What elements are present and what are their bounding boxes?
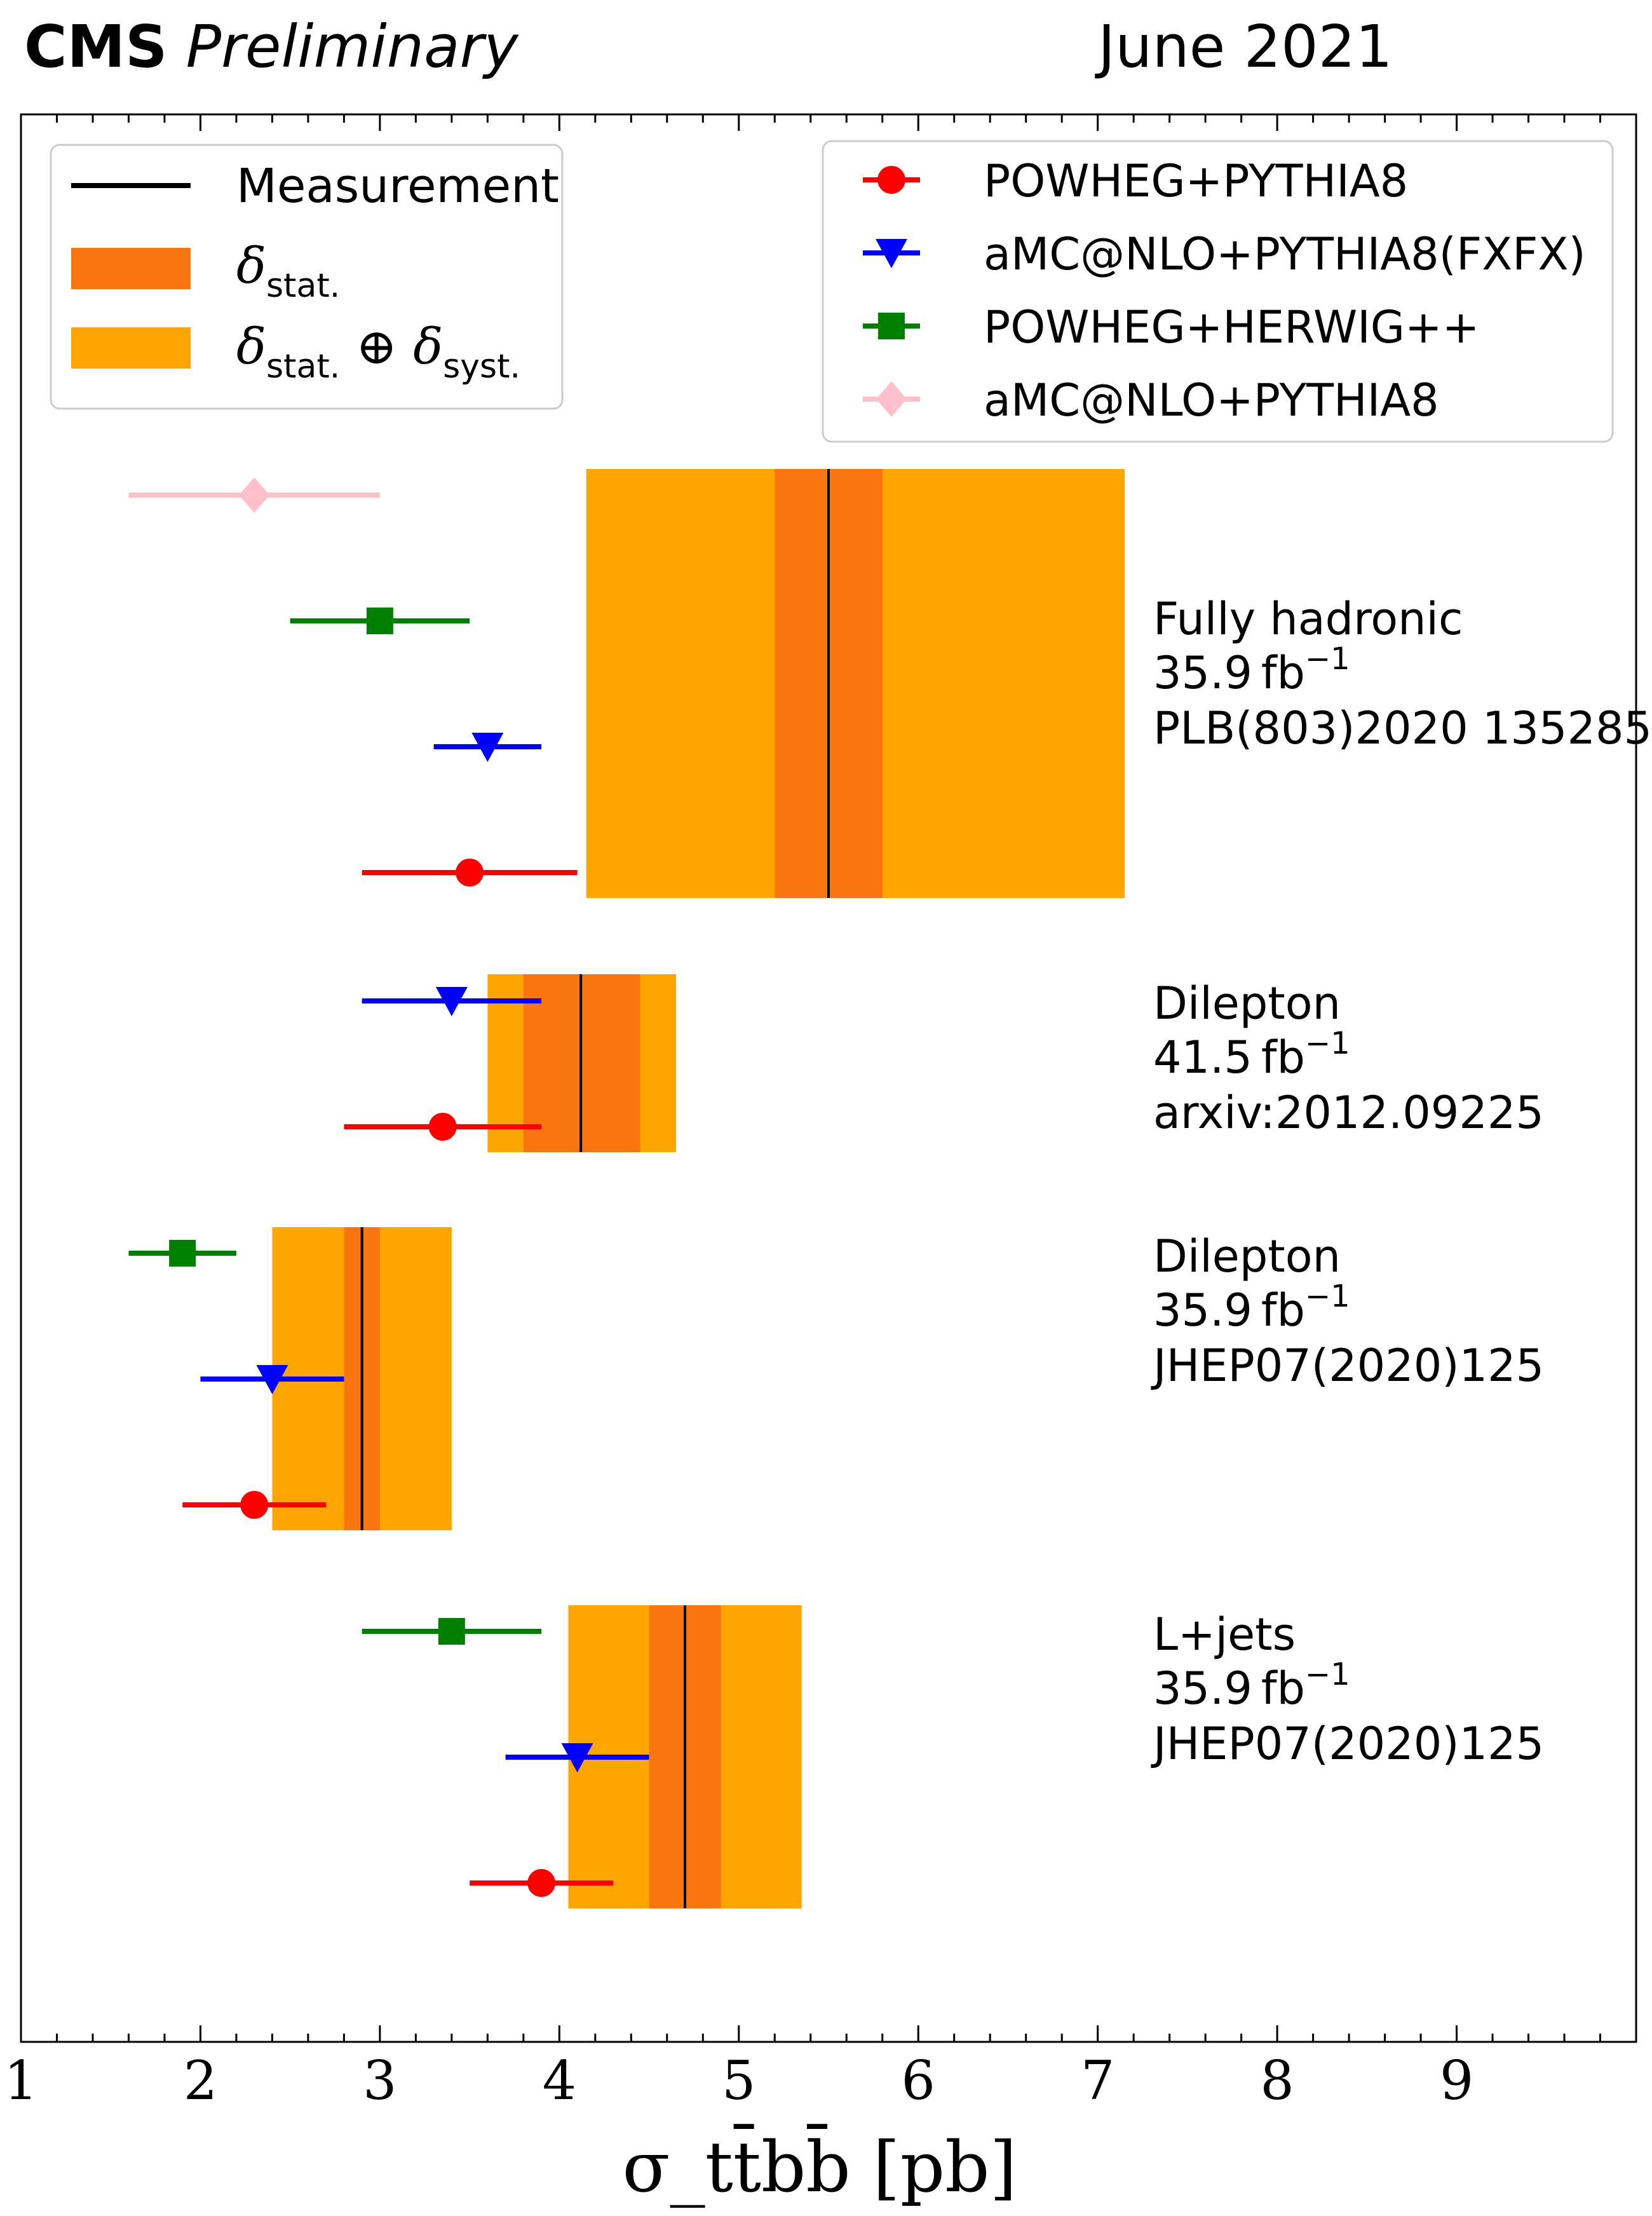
luminosity-unit: fb <box>1261 647 1305 699</box>
legend-total-subscript2: syst. <box>443 348 520 386</box>
luminosity-exponent: −1 <box>1305 1279 1350 1314</box>
prediction-marker <box>428 1113 457 1141</box>
prediction-marker <box>435 987 468 1016</box>
legend-prediction-label: POWHEG+HERWIG++ <box>984 301 1479 353</box>
luminosity-label: 35.9 fb−1 <box>1153 1279 1350 1336</box>
luminosity-label: 41.5 fb−1 <box>1153 1026 1350 1084</box>
legend-total-subscript: stat. <box>266 348 340 386</box>
legend-total-label: δstat. ⊕ δsyst. <box>236 318 520 386</box>
legend-prediction-label: aMC@NLO+PYTHIA8 <box>984 374 1439 426</box>
legend-prediction-marker <box>877 166 905 194</box>
date-label: June 2021 <box>1098 13 1393 81</box>
channel-label: Dilepton <box>1153 1230 1341 1282</box>
prediction-marker <box>456 859 484 887</box>
legend-prediction-marker <box>878 313 905 339</box>
predictions-legend: POWHEG+PYTHIA8 aMC@NLO+PYTHIA8(FXFX) POWHE… <box>822 140 1614 443</box>
luminosity-value: 35.9 <box>1153 1284 1252 1336</box>
legend-prediction-marker <box>876 239 907 268</box>
legend-stat-subscript: stat. <box>266 267 340 305</box>
experiment-label: CMS Preliminary <box>24 13 518 81</box>
prediction-marker <box>240 1491 269 1519</box>
luminosity-unit: fb <box>1261 1284 1305 1336</box>
legend-stat-delta: δ <box>236 238 266 295</box>
x-tick-label: 4 <box>543 2049 576 2112</box>
luminosity-value: 41.5 <box>1153 1031 1252 1084</box>
luminosity-value: 35.9 <box>1153 647 1252 699</box>
experiment-name: CMS <box>24 13 168 81</box>
prediction-marker <box>169 1240 196 1267</box>
legend-prediction-marker <box>876 381 907 417</box>
reference-label: arxiv:2012.09225 <box>1153 1087 1544 1139</box>
prediction-marker <box>256 1365 288 1394</box>
luminosity-value: 35.9 <box>1153 1662 1252 1715</box>
x-tick-label: 3 <box>363 2049 396 2112</box>
luminosity-label: 35.9 fb−1 <box>1153 1657 1350 1715</box>
x-tick-label: 1 <box>4 2049 37 2112</box>
legend-total-oplus: ⊕ <box>340 318 413 376</box>
legend-stat-patch <box>71 248 191 289</box>
x-axis-label: σ_tt̄bb̄ [pb] <box>623 2124 1017 2208</box>
figure-header: CMS Preliminary June 2021 <box>0 0 1652 108</box>
legend-measurement-label: Measurement <box>236 159 559 214</box>
status-label: Preliminary <box>186 13 518 81</box>
predictions-legend-box <box>822 140 1614 443</box>
channel-label: Dilepton <box>1153 977 1341 1030</box>
legend-total-delta: δ <box>236 318 266 376</box>
x-tick-label: 9 <box>1440 2049 1473 2112</box>
prediction-marker <box>239 477 270 513</box>
luminosity-exponent: −1 <box>1305 1026 1350 1061</box>
plot-frame <box>20 113 1637 2043</box>
prediction-marker <box>561 1743 593 1772</box>
channel-label: L+jets <box>1153 1608 1296 1661</box>
luminosity-unit: fb <box>1261 1662 1305 1715</box>
x-axis: 1 2 3 4 5 6 7 8 9 σ_tt̄bb̄ [pb] <box>4 114 1637 2208</box>
luminosity-unit: fb <box>1261 1031 1305 1084</box>
prediction-marker <box>438 1618 465 1645</box>
reference-label: JHEP07(2020)125 <box>1151 1340 1544 1392</box>
luminosity-exponent: −1 <box>1305 641 1350 677</box>
prediction-marker <box>366 608 393 634</box>
x-tick-label: 6 <box>901 2049 935 2112</box>
reference-label: PLB(803)2020 135285 <box>1153 702 1652 754</box>
reference-label: JHEP07(2020)125 <box>1151 1718 1544 1770</box>
channel-label: Fully hadronic <box>1153 593 1463 645</box>
x-tick-label: 7 <box>1081 2049 1114 2112</box>
legend-prediction-label: aMC@NLO+PYTHIA8(FXFX) <box>984 228 1586 280</box>
luminosity-label: 35.9 fb−1 <box>1153 641 1350 699</box>
x-tick-label: 5 <box>722 2049 755 2112</box>
legend-total-delta2: δ <box>413 318 443 376</box>
prediction-marker <box>527 1869 556 1897</box>
legend-prediction-label: POWHEG+PYTHIA8 <box>984 155 1408 207</box>
x-tick-label: 2 <box>184 2049 217 2112</box>
legend-stat-label: δstat. <box>236 238 340 305</box>
prediction-marker <box>471 733 504 762</box>
legend-total-patch <box>71 327 191 369</box>
x-tick-label: 8 <box>1260 2049 1294 2112</box>
luminosity-exponent: −1 <box>1305 1657 1350 1692</box>
